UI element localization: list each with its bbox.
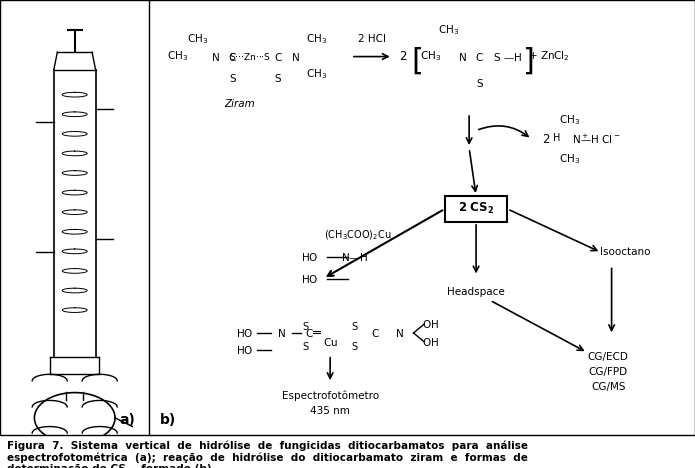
Text: Espectrofotômetro: Espectrofotômetro — [281, 391, 379, 402]
Text: 435 nm: 435 nm — [310, 406, 350, 417]
Text: CG/FPD: CG/FPD — [589, 367, 628, 377]
Text: ]: ] — [522, 46, 534, 75]
Text: $\mathrm{CH_3}$: $\mathrm{CH_3}$ — [306, 32, 327, 46]
Text: $\mathrm{S}$: $\mathrm{S}$ — [302, 321, 309, 332]
Text: a): a) — [119, 412, 135, 426]
Text: $\mathrm{C}$: $\mathrm{C}$ — [371, 327, 379, 339]
Text: $\mathrm{Cu}$: $\mathrm{Cu}$ — [322, 336, 338, 348]
Text: $\mathrm{+ \ ZnCl_2}$: $\mathrm{+ \ ZnCl_2}$ — [528, 50, 570, 64]
Text: b): b) — [160, 412, 176, 426]
Text: $\mathrm{CH_3}$: $\mathrm{CH_3}$ — [167, 50, 188, 64]
Text: $\mathrm{HO}$: $\mathrm{HO}$ — [236, 327, 254, 339]
Text: 2 HCl: 2 HCl — [358, 34, 386, 44]
Text: $\mathrm{N}$: $\mathrm{N}$ — [458, 51, 466, 63]
Text: $\mathrm{S}$: $\mathrm{S}$ — [302, 340, 309, 352]
Text: $\mathbf{2 \ CS_2}$: $\mathbf{2 \ CS_2}$ — [458, 201, 494, 217]
Text: $\mathrm{N}$: $\mathrm{N}$ — [277, 327, 286, 339]
Text: $\mathrm{S}$: $\mathrm{S}$ — [493, 51, 501, 63]
Text: $\mathrm{—H}$: $\mathrm{—H}$ — [502, 51, 522, 63]
Text: Ziram: Ziram — [224, 100, 255, 110]
Text: $\mathrm{N}$: $\mathrm{N}$ — [291, 51, 300, 63]
Text: 2: 2 — [400, 50, 407, 63]
Text: $\mathrm{S}$: $\mathrm{S}$ — [274, 73, 282, 84]
Text: $\mathrm{CH_3}$: $\mathrm{CH_3}$ — [306, 67, 327, 81]
Text: Isooctano: Isooctano — [600, 248, 651, 257]
Text: $\mathrm{—H \ Cl^-}$: $\mathrm{—H \ Cl^-}$ — [580, 133, 620, 145]
Text: $\mathrm{S}$: $\mathrm{S}$ — [475, 77, 484, 89]
Text: $\mathrm{CH_3}$: $\mathrm{CH_3}$ — [438, 23, 459, 37]
Text: Figura  7.  Sistema  vertical  de  hidrólise  de  fungicidas  ditiocarbamatos  p: Figura 7. Sistema vertical de hidrólise … — [7, 440, 528, 468]
Text: $\mathrm{S}$: $\mathrm{S}$ — [351, 321, 358, 332]
Text: CG/MS: CG/MS — [591, 382, 626, 392]
Text: [: [ — [411, 46, 423, 75]
Text: $\mathrm{CH_3}$: $\mathrm{CH_3}$ — [188, 32, 208, 46]
Text: $\mathrm{S{\cdot}{\cdot}{\cdot}Zn{\cdot}{\cdot}{\cdot}S}$: $\mathrm{S{\cdot}{\cdot}{\cdot}Zn{\cdot}… — [229, 51, 271, 62]
Text: $\mathrm{HO}$: $\mathrm{HO}$ — [236, 344, 254, 356]
Text: $\mathrm{N— H}$: $\mathrm{N— H}$ — [341, 251, 368, 263]
Text: $\mathrm{HO}$: $\mathrm{HO}$ — [300, 251, 318, 263]
Text: $\mathrm{C}$: $\mathrm{C}$ — [229, 51, 237, 63]
Text: $\mathrm{CH_3}$: $\mathrm{CH_3}$ — [559, 152, 580, 166]
Text: $\mathrm{C}$: $\mathrm{C}$ — [274, 51, 282, 63]
Text: $\mathrm{HO}$: $\mathrm{HO}$ — [300, 272, 318, 285]
Text: $\mathrm{CH_3}$: $\mathrm{CH_3}$ — [420, 50, 441, 64]
Text: Headspace: Headspace — [447, 286, 505, 297]
Text: CG/ECD: CG/ECD — [588, 352, 628, 362]
Text: $\mathrm{OH}$: $\mathrm{OH}$ — [423, 336, 439, 348]
Text: $\mathrm{N}$: $\mathrm{N}$ — [395, 327, 404, 339]
Text: $\mathrm{OH}$: $\mathrm{OH}$ — [423, 318, 439, 330]
Bar — [445, 196, 507, 222]
Text: $\mathrm{N}$: $\mathrm{N}$ — [211, 51, 220, 63]
Text: $\mathrm{C}$: $\mathrm{C}$ — [475, 51, 484, 63]
Text: $\mathrm{H}$: $\mathrm{H}$ — [552, 131, 560, 143]
Text: $\mathrm{S}$: $\mathrm{S}$ — [229, 73, 237, 84]
Text: $\mathrm{CH_3}$: $\mathrm{CH_3}$ — [559, 113, 580, 126]
Text: $\mathrm{N^+}$: $\mathrm{N^+}$ — [572, 133, 589, 146]
Text: $\mathrm{(CH_3COO)_2Cu}$: $\mathrm{(CH_3COO)_2Cu}$ — [324, 228, 392, 242]
Text: $\mathrm{C}$: $\mathrm{C}$ — [305, 327, 313, 339]
Text: 2: 2 — [542, 133, 549, 146]
Text: $\mathrm{S}$: $\mathrm{S}$ — [351, 340, 358, 352]
